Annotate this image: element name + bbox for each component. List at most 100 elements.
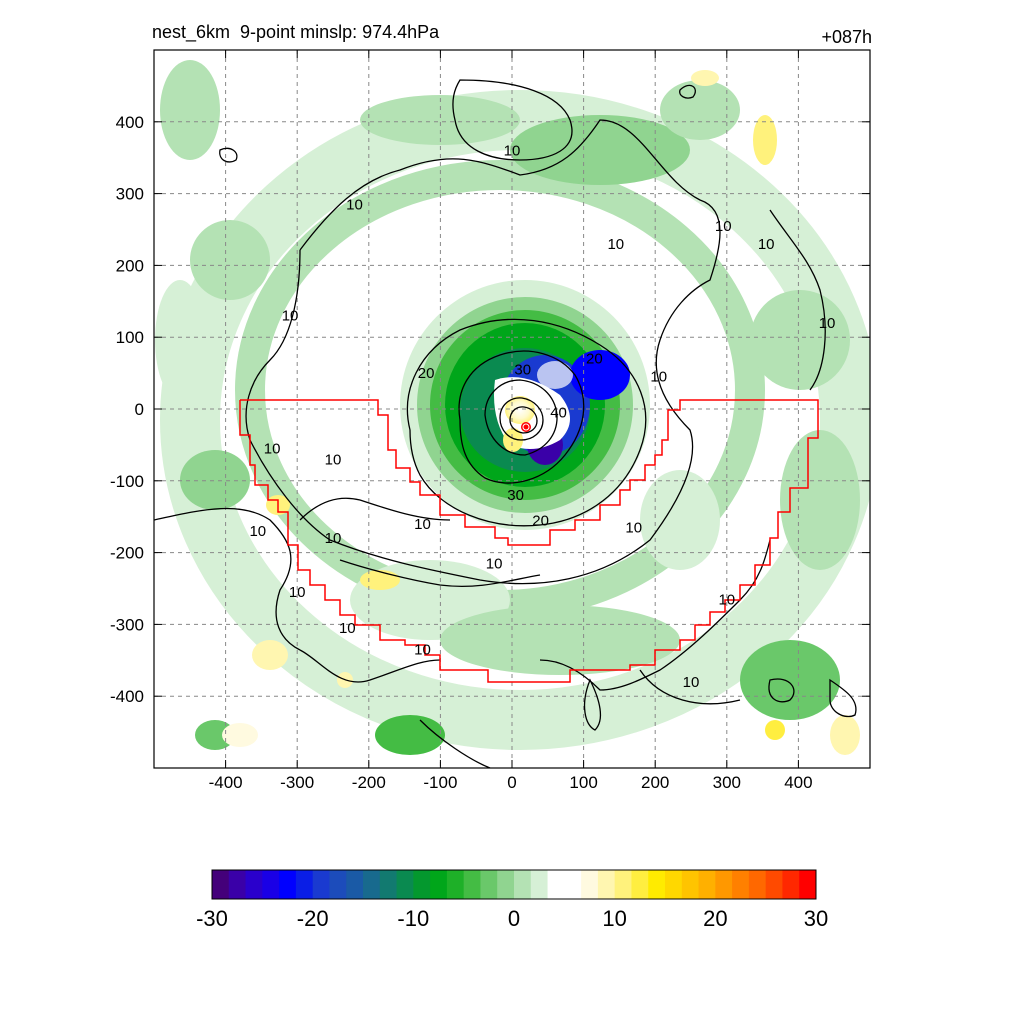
colorbar-swatch: [480, 870, 498, 899]
x-tick-label: 400: [784, 773, 812, 792]
colorbar-swatch: [497, 870, 515, 899]
colorbar-swatch: [514, 870, 532, 899]
contour-label: 10: [249, 523, 266, 540]
contour-10-h: [339, 559, 541, 588]
contour-label: 10: [758, 236, 775, 253]
contour-10-n: [219, 147, 238, 163]
colorbar-swatch: [228, 870, 247, 899]
contour-label: 20: [418, 365, 435, 382]
contour-10-g: [299, 497, 451, 521]
colorbar-swatch: [748, 870, 767, 899]
y-tick-label: 200: [116, 256, 144, 275]
contour-10-i: [452, 79, 573, 161]
contour-label: 20: [532, 512, 549, 529]
contour-label: 10: [264, 440, 281, 457]
contour-10-o: [679, 84, 696, 99]
contour-label: 10: [504, 143, 521, 160]
y-tick-label: 300: [116, 185, 144, 204]
contour-60: [509, 406, 538, 434]
contour-label: 10: [607, 236, 624, 253]
y-tick-label: -300: [110, 615, 144, 634]
x-tick-label: -100: [423, 773, 457, 792]
axes: -400 -300 -200 -100 0 100 200 300 40040030020010…: [110, 50, 870, 792]
x-tick-label: -300: [280, 773, 314, 792]
colorbar-swatch: [597, 870, 616, 899]
contour-label: 10: [486, 555, 503, 572]
contour-label: 10: [718, 591, 735, 608]
colorbar-swatch: [614, 870, 632, 899]
colorbar-swatch: [396, 870, 414, 899]
contour-label: 10: [715, 218, 732, 235]
colorbar-frame: [211, 869, 817, 900]
colorbar-swatch: [379, 870, 398, 899]
colorbar-swatch: [312, 870, 330, 899]
colorbar-swatch: [413, 870, 431, 899]
storm-center-marker: [521, 422, 531, 432]
colorbar-swatch: [295, 870, 314, 899]
nest-domain-boundary: [239, 399, 819, 683]
colorbar-swatch: [681, 870, 700, 899]
colorbar-swatch: [715, 870, 733, 899]
colorbar-swatch: [530, 870, 549, 899]
y-tick-label: -100: [110, 472, 144, 491]
y-tick-label: -200: [110, 544, 144, 563]
x-tick-label: -200: [352, 773, 386, 792]
colorbar-swatch: [245, 870, 263, 899]
contour-10-a: [299, 119, 721, 585]
colorbar-swatch: [279, 870, 297, 899]
colorbar-tick-label: -30: [196, 906, 228, 931]
contour-label: 10: [683, 674, 700, 691]
positive-patches: [222, 70, 860, 755]
colorbar-swatch: [665, 870, 683, 899]
colorbar-swatch: [363, 870, 381, 899]
contour-10-k: [829, 678, 857, 718]
scattered-patches: [155, 60, 860, 755]
x-tick-label: 100: [569, 773, 597, 792]
contour-label: 10: [325, 530, 342, 547]
colorbar-swatch: [329, 870, 347, 899]
colorbar-swatch: [463, 870, 481, 899]
contour-label: 10: [414, 516, 431, 533]
colorbar-swatch: [212, 870, 230, 899]
contour-40: [484, 379, 558, 456]
colorbar-swatch: [547, 870, 565, 899]
contour-label: 10: [289, 584, 306, 601]
y-tick-label: 400: [116, 113, 144, 132]
colorbar-swatch: [346, 870, 364, 899]
contour-10-m: [583, 678, 602, 731]
colorbar-swatch: [698, 870, 716, 899]
colorbar-tick-label: 0: [507, 906, 521, 931]
contour-10-j: [639, 669, 741, 705]
chart-title: nest_6km 9-point minslp: 974.4hPa: [152, 22, 440, 42]
colorbar-swatch: [782, 870, 800, 899]
colorbar-swatch: [430, 870, 448, 899]
colorbar-swatch: [765, 870, 783, 899]
contour-label: 30: [507, 487, 524, 504]
colorbar-swatch: [262, 870, 280, 899]
contour-10-e: [299, 649, 441, 683]
contour-10-l: [768, 678, 795, 703]
colorbar-tick-label: 20: [703, 906, 728, 931]
forecast-hour-label: +087h: [821, 27, 872, 47]
x-tick-label: -400: [209, 773, 243, 792]
contour-label: 10: [650, 369, 667, 386]
contour-label: 20: [586, 351, 603, 368]
colorbar-swatch: [648, 870, 666, 899]
colorbar-tick-label: 30: [803, 906, 829, 931]
contour-10-c: [769, 209, 826, 391]
contour-label: 40: [550, 405, 567, 422]
contour-50: [499, 397, 544, 441]
contour-labels: 10 10 10 10 10 10 10 10 10 10 10 10 10 10 10 10 10 10 10 10…: [249, 143, 836, 691]
contour-label: 10: [819, 315, 836, 332]
y-tick-label: -400: [110, 687, 144, 706]
colorbar-swatch: [581, 870, 599, 899]
contour-30: [458, 350, 585, 484]
colorbar-tick-label: 10: [602, 906, 627, 931]
contour-label: 30: [514, 362, 531, 379]
colorbar: [211, 869, 817, 900]
contour-10-p: [419, 719, 491, 768]
colorbar-swatch: [732, 870, 750, 899]
contour-label: 10: [346, 196, 363, 213]
